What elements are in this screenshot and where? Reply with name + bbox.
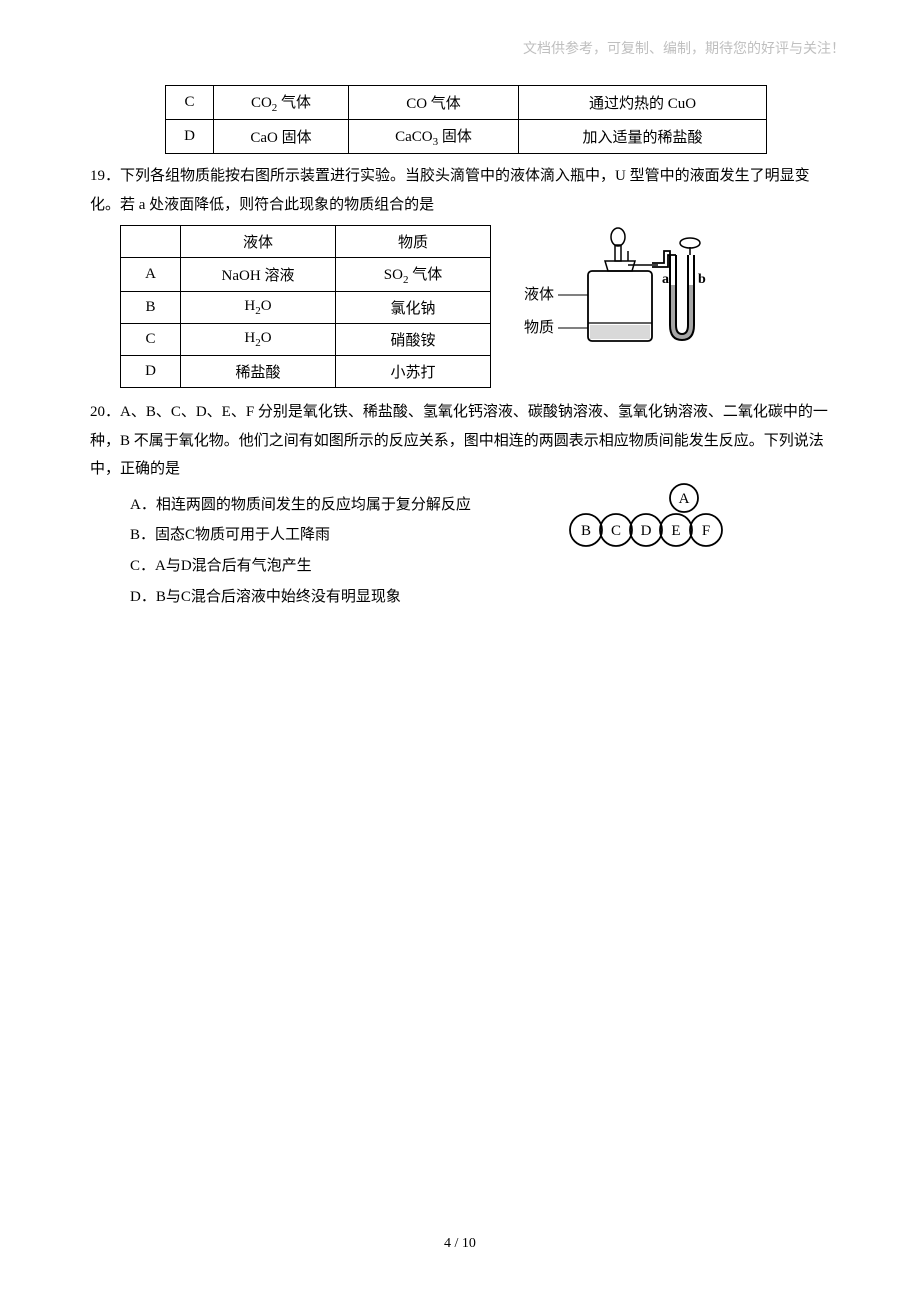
table-row: D 稀盐酸 小苏打 [121,356,491,388]
cell: CaCO3 固体 [349,120,519,154]
cell [121,226,181,258]
cell: C [166,86,214,120]
cell: CaO 固体 [214,120,349,154]
table-row: B H2O 氯化钠 [121,292,491,324]
cell: 小苏打 [336,356,491,388]
cell: 液体 [181,226,336,258]
table-row: A NaOH 溶液 SO2 气体 [121,258,491,292]
table-row: D CaO 固体 CaCO3 固体 加入适量的稀盐酸 [166,120,767,154]
label-liquid: 液体 [524,286,554,303]
cell: NaOH 溶液 [181,258,336,292]
label-a: a [662,272,669,287]
cell: 加入适量的稀盐酸 [519,120,767,154]
choice-d: D．B与C混合后溶液中始终没有明显现象 [130,582,830,613]
q20-circles-diagram: A B C D E F [542,482,782,552]
svg-text:F: F [702,523,710,539]
label-substance: 物质 [524,319,554,336]
table-row: 液体 物质 [121,226,491,258]
cell: C [121,324,181,356]
cell: SO2 气体 [336,258,491,292]
apparatus-diagram: a b 液体 物质 [510,225,710,370]
table-row: C CO2 气体 CO 气体 通过灼热的 CuO [166,86,767,120]
page-content: C CO2 气体 CO 气体 通过灼热的 CuO D CaO 固体 CaCO3 … [90,85,830,613]
q19-text: 19．下列各组物质能按右图所示装置进行实验。当胶头滴管中的液体滴入瓶中，U 型管… [90,162,830,219]
table-q18: C CO2 气体 CO 气体 通过灼热的 CuO D CaO 固体 CaCO3 … [165,85,767,154]
cell: H2O [181,324,336,356]
cell: 稀盐酸 [181,356,336,388]
cell: 氯化钠 [336,292,491,324]
cell: 物质 [336,226,491,258]
svg-text:D: D [641,523,652,539]
svg-text:A: A [679,491,690,507]
svg-text:C: C [611,523,621,539]
choice-c: C．A与D混合后有气泡产生 [130,551,830,582]
cell: B [121,292,181,324]
cell: H2O [181,292,336,324]
cell: D [166,120,214,154]
cell: CO 气体 [349,86,519,120]
cell: A [121,258,181,292]
cell: 硝酸铵 [336,324,491,356]
svg-text:E: E [671,523,680,539]
label-b: b [698,272,706,287]
table-row: C H2O 硝酸铵 [121,324,491,356]
svg-text:B: B [581,523,591,539]
cell: D [121,356,181,388]
header-note: 文档供参考，可复制、编制，期待您的好评与关注！ [523,38,845,58]
q19-wrap: 液体 物质 A NaOH 溶液 SO2 气体 B H2O 氯化钠 C H2O 硝… [90,225,830,388]
table-q19: 液体 物质 A NaOH 溶液 SO2 气体 B H2O 氯化钠 C H2O 硝… [120,225,491,388]
cell: CO2 气体 [214,86,349,120]
page-number: 4 / 10 [0,1236,920,1252]
cell: 通过灼热的 CuO [519,86,767,120]
q20-text: 20．A、B、C、D、E、F 分别是氧化铁、稀盐酸、氢氧化钙溶液、碳酸钠溶液、氢… [90,398,830,484]
